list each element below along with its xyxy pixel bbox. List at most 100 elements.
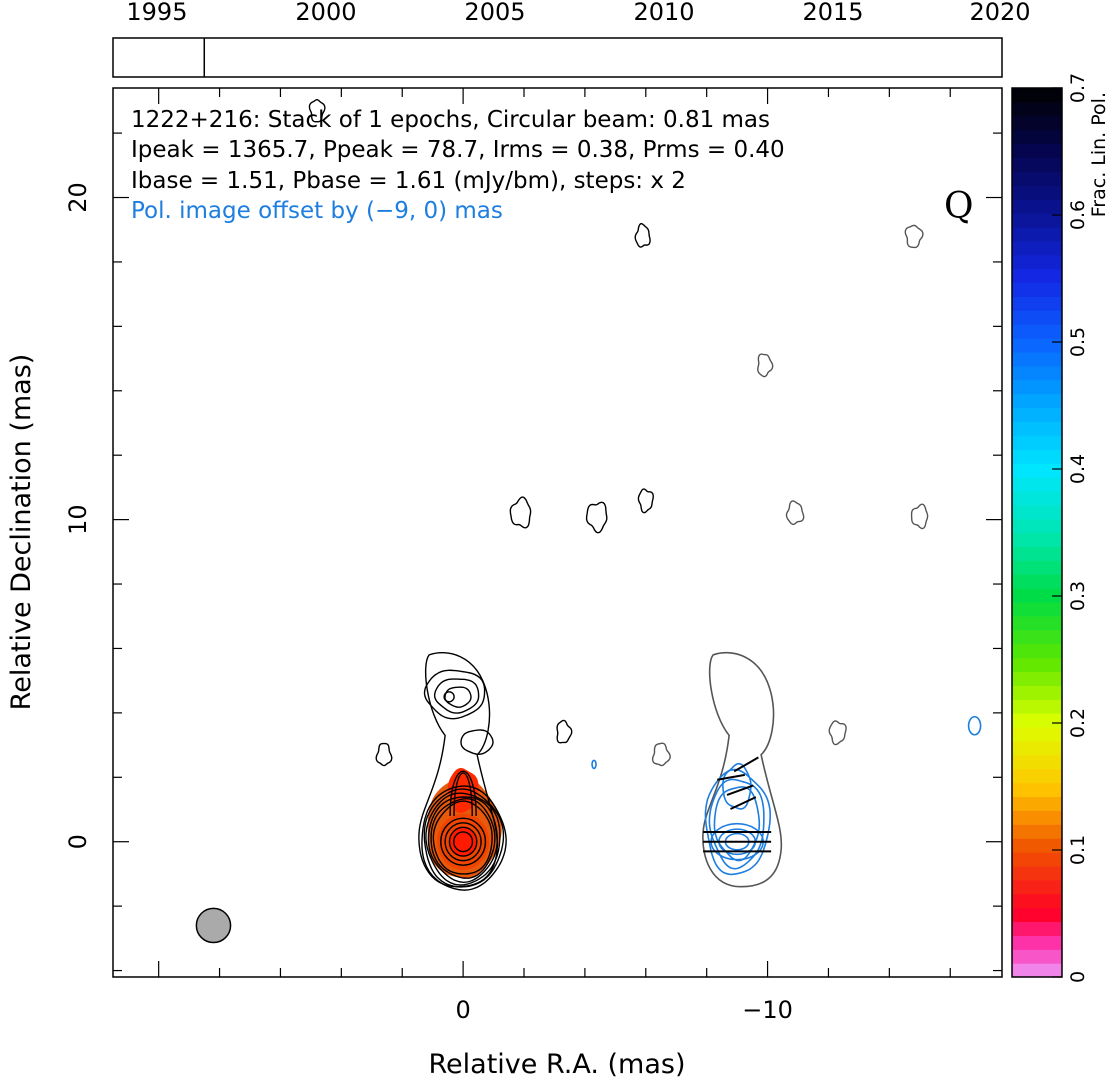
noise-island — [904, 224, 924, 249]
x-axis-title: Relative R.A. (mas) — [429, 1049, 686, 1080]
colorbar-cell — [1012, 449, 1062, 464]
colorbar-cell — [1012, 768, 1062, 784]
stokes-i-contour — [444, 686, 472, 708]
noise-island — [637, 488, 654, 514]
polarized-intensity-contour — [591, 759, 597, 770]
colorbar-cell — [1012, 726, 1062, 742]
colorbar-cell — [1012, 351, 1062, 367]
colorbar-cell — [1012, 615, 1062, 631]
colorbar-cell — [1012, 574, 1062, 589]
colorbar-tick-label: 0.3 — [1067, 581, 1089, 611]
stokes-i-contours — [418, 652, 507, 891]
stokes-i-contour — [440, 817, 487, 866]
noise-island — [509, 496, 532, 529]
epoch-timeline: 1995 2000 2005 2010 2015 2020 — [112, 0, 1031, 78]
colorbar-cell — [1012, 935, 1062, 950]
annotation-line2: Ipeak = 1365.7, Ppeak = 78.7, Irms = 0.3… — [131, 137, 785, 163]
noise-contour-islands — [308, 98, 929, 767]
colorbar-ticks: 0 0.1 0.2 0.3 0.4 0.5 0.6 0.7 — [1052, 73, 1089, 983]
colorbar-cell — [1012, 490, 1062, 506]
stokes-i-contour — [427, 796, 499, 884]
stokes-i-contour — [453, 772, 473, 816]
beam-icon — [195, 907, 232, 944]
y-axis-title: Relative Declination (mas) — [6, 354, 37, 711]
colorbar-cell — [1012, 851, 1062, 867]
colorbar-cell — [1012, 546, 1062, 561]
colorbar: 0 0.1 0.2 0.3 0.4 0.5 0.6 0.7 Frac. Lin. Pol. — [1011, 73, 1110, 983]
stokes-i-contour — [449, 770, 477, 816]
polarized-intensity-contour — [704, 768, 772, 876]
offset-stokes-i-contour — [702, 651, 783, 888]
stokes-i-contour — [443, 691, 455, 703]
colorbar-cell — [1012, 282, 1062, 297]
colorbar-tick-label: 0.4 — [1067, 454, 1089, 484]
noise-island — [634, 222, 651, 248]
colorbar-frame — [1011, 87, 1063, 978]
colorbar-cell — [1012, 685, 1062, 700]
colorbar-cell — [1012, 963, 1062, 978]
colorbar-cell — [1012, 393, 1062, 409]
colorbar-cell — [1012, 338, 1062, 353]
timeline-year-label: 1995 — [126, 0, 187, 26]
timeline-year-label: 2005 — [464, 0, 525, 26]
colorbar-cell — [1012, 463, 1062, 478]
colorbar-cell — [1012, 921, 1062, 936]
noise-island — [375, 742, 393, 767]
evpa-stick — [726, 784, 754, 796]
stokes-i-contour — [444, 822, 482, 862]
noise-island — [651, 742, 671, 767]
colorbar-cell — [1012, 810, 1062, 825]
colorbar-cell — [1012, 657, 1062, 673]
colorbar-cell — [1012, 782, 1062, 798]
stokes-i-contour — [460, 729, 494, 755]
colorbar-cell — [1012, 560, 1062, 575]
colorbar-cell — [1012, 226, 1062, 242]
colorbar-cell — [1012, 740, 1062, 756]
colorbar-cell — [1012, 157, 1062, 172]
colorbar-cell — [1012, 115, 1062, 131]
timeline-year-label: 2015 — [802, 0, 863, 26]
colorbar-cell — [1012, 504, 1062, 520]
noise-island — [910, 503, 929, 530]
annotation-line3: Ibase = 1.51, Pbase = 1.61 (mJy/bm), ste… — [131, 168, 686, 194]
quality-letter: Q — [944, 186, 974, 227]
axis-ticks — [113, 88, 1002, 977]
evpa-stick — [717, 773, 745, 781]
colorbar-cell — [1012, 643, 1062, 659]
colorbar-cell — [1012, 865, 1062, 881]
colorbar-cell — [1012, 88, 1062, 103]
stokes-i-contour — [453, 831, 474, 853]
y-tick-label: 20 — [64, 182, 92, 213]
stokes-i-contour — [425, 792, 501, 886]
plot-frame — [112, 87, 1003, 978]
annotation-pol-offset: Pol. image offset by (−9, 0) mas — [131, 198, 503, 224]
colorbar-cell — [1012, 407, 1062, 422]
colorbar-cell — [1012, 699, 1062, 714]
colorbar-cell — [1012, 949, 1062, 964]
colorbar-cell — [1012, 629, 1062, 645]
y-tick-label: 10 — [64, 504, 92, 535]
timeline-year-label: 2020 — [969, 0, 1030, 26]
polarized-intensity-contour — [722, 762, 752, 810]
colorbar-cell — [1012, 213, 1062, 228]
colorbar-tick-label: 0.1 — [1067, 835, 1089, 865]
colorbar-cell — [1012, 240, 1062, 256]
timeline-year-label: 2010 — [633, 0, 694, 26]
colorbar-cell — [1012, 435, 1062, 450]
colorbar-cell — [1012, 671, 1062, 686]
stokes-i-contour — [432, 800, 493, 875]
colorbar-gradient — [1012, 88, 1062, 978]
stokes-i-contour — [448, 826, 478, 857]
polarized-intensity-contour — [967, 715, 982, 736]
colorbar-cell — [1012, 143, 1062, 159]
x-tick-label: 0 — [455, 996, 470, 1024]
colorbar-tick-label: 0.6 — [1067, 200, 1089, 230]
colorbar-cell — [1012, 101, 1062, 117]
y-tick-label: 0 — [64, 834, 92, 849]
noise-island — [785, 500, 805, 526]
noise-island — [308, 98, 326, 123]
noise-island — [757, 353, 774, 378]
polarized-intensity-contour — [713, 786, 761, 862]
colorbar-cell — [1012, 796, 1062, 811]
